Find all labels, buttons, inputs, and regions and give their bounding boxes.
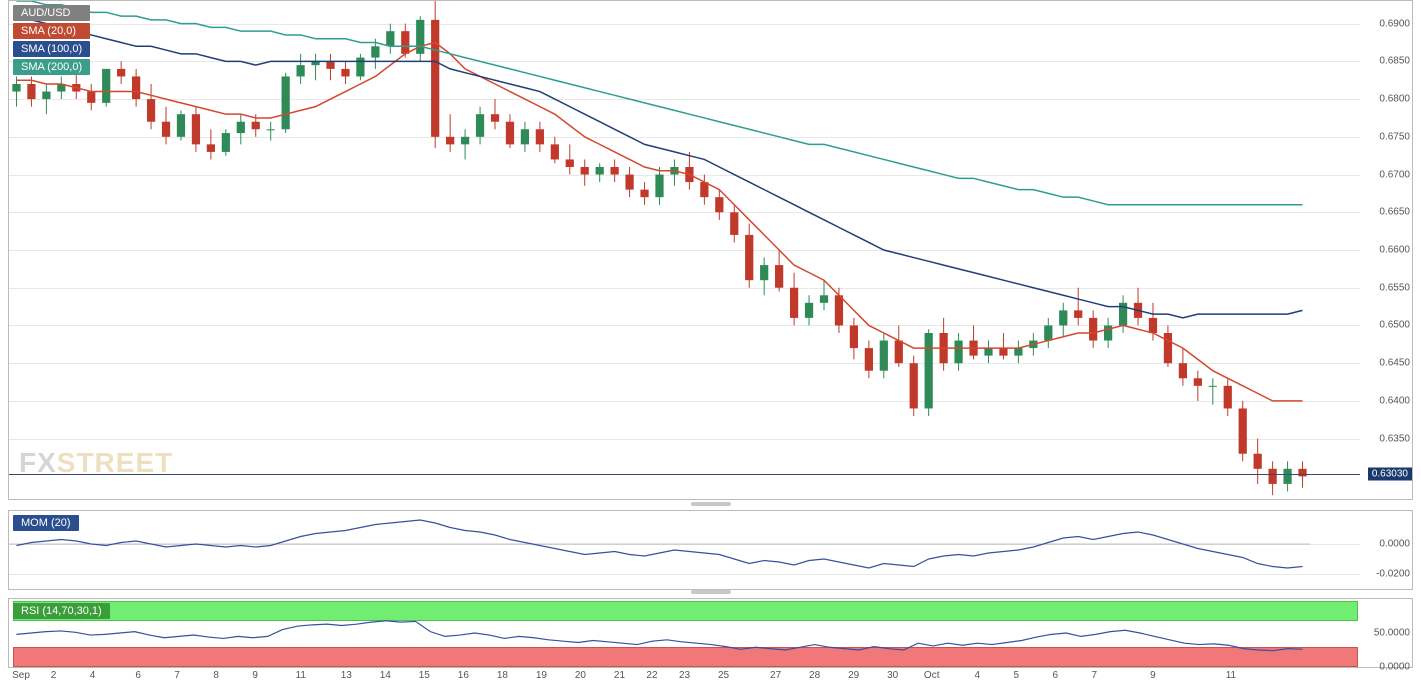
legend-rsi[interactable]: RSI (14,70,30,1)	[13, 603, 110, 619]
main-legend: AUD/USD SMA (20,0) SMA (100,0) SMA (200,…	[13, 5, 90, 75]
current-price-line	[9, 474, 1360, 475]
rsi-legend: RSI (14,70,30,1)	[13, 603, 110, 619]
legend-sma200[interactable]: SMA (200,0)	[13, 59, 90, 75]
legend-sma100[interactable]: SMA (100,0)	[13, 41, 90, 57]
mom-y-axis: 0.0000-0.0200	[1362, 511, 1410, 589]
main-chart-svg	[9, 1, 1362, 499]
legend-sma20[interactable]: SMA (20,0)	[13, 23, 90, 39]
pane-resize-handle-1[interactable]	[691, 502, 731, 506]
time-axis: Sep2467891113141516181920212223252728293…	[8, 670, 1413, 688]
main-y-axis: 0.69000.68500.68000.67500.67000.66500.66…	[1362, 1, 1410, 499]
current-price-label: 0.63030	[1368, 468, 1412, 481]
momentum-pane[interactable]: MOM (20) 0.0000-0.0200	[8, 510, 1413, 590]
chart-root: AUD/USD SMA (20,0) SMA (100,0) SMA (200,…	[0, 0, 1421, 691]
legend-symbol[interactable]: AUD/USD	[13, 5, 90, 21]
legend-mom[interactable]: MOM (20)	[13, 515, 79, 531]
mom-chart-svg	[9, 511, 1362, 589]
rsi-chart-svg	[9, 599, 1362, 667]
pane-resize-handle-2[interactable]	[691, 590, 731, 594]
mom-legend: MOM (20)	[13, 515, 79, 531]
rsi-y-axis: 50.00000.0000	[1362, 599, 1410, 667]
main-price-pane[interactable]: AUD/USD SMA (20,0) SMA (100,0) SMA (200,…	[8, 0, 1413, 500]
rsi-pane[interactable]: RSI (14,70,30,1) 50.00000.0000	[8, 598, 1413, 668]
